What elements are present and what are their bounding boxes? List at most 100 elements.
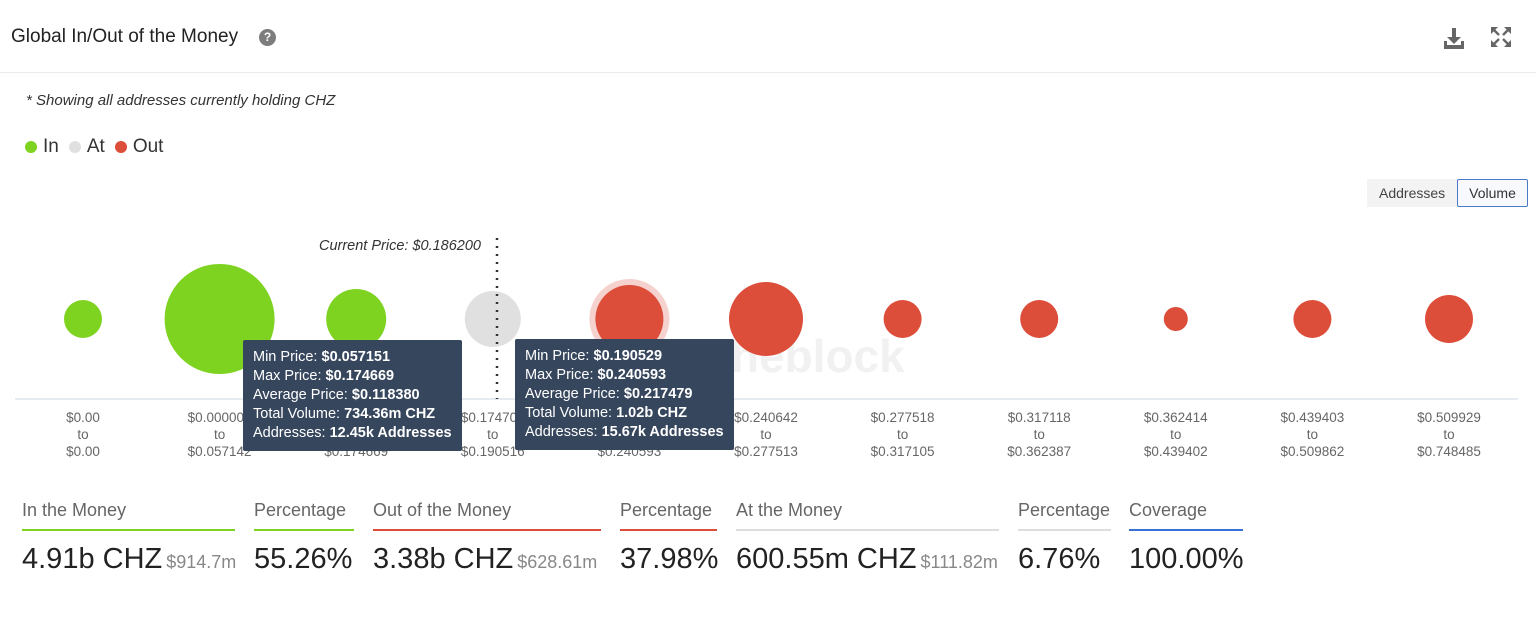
x-tick-label: $0.317105	[871, 444, 935, 459]
expand-icon[interactable]	[1490, 26, 1512, 48]
stat-label: At the Money	[736, 500, 999, 531]
x-tick-label: $0.174700	[461, 410, 525, 425]
x-tick-label: to	[897, 427, 908, 442]
bubble-out[interactable]	[729, 282, 803, 356]
bubble-out[interactable]	[1293, 300, 1332, 338]
x-tick-label: to	[760, 427, 771, 442]
x-tick-label: $0.509862	[1280, 444, 1344, 459]
legend-item-at[interactable]: At	[68, 136, 105, 158]
tooltip-vol-value: 1.02b CHZ	[616, 405, 688, 421]
stat-label: In the Money	[22, 500, 235, 531]
stat-label: Percentage	[254, 500, 354, 531]
stat-label: Out of the Money	[373, 500, 601, 531]
stat-main-value: 37.98%	[620, 543, 719, 575]
x-tick-label: $0.362387	[1007, 444, 1071, 459]
stat-usd-value: $628.61m	[517, 552, 598, 572]
tooltip-addr-value: 15.67k Addresses	[601, 424, 724, 440]
volume-button[interactable]: Volume	[1457, 179, 1528, 207]
metric-toggle: Addresses Volume	[1367, 179, 1528, 207]
stat-main-value: 600.55m CHZ	[736, 543, 917, 575]
stat-value: 3.38b CHZ $628.61m	[373, 543, 601, 576]
tooltip-min-value: $0.190529	[593, 348, 663, 364]
x-tick-label: to	[1443, 427, 1454, 442]
tooltip-vol-value: 734.36m CHZ	[344, 406, 436, 422]
legend-label-in: In	[43, 136, 59, 157]
tooltip-avg-label: Average Price:	[253, 387, 348, 403]
stat-in-the-money: In the Money 4.91b CHZ $914.7m	[22, 500, 237, 576]
x-tick-label: $0.277513	[734, 444, 798, 459]
bubble-out[interactable]	[1163, 307, 1188, 331]
addresses-button[interactable]: Addresses	[1367, 179, 1458, 207]
x-tick-label: $0.190516	[461, 444, 525, 459]
bubble-out[interactable]	[1425, 295, 1473, 343]
stat-at-percentage: Percentage 6.76%	[1018, 500, 1111, 576]
tooltip-bucket-5: Min Price: $0.190529 Max Price: $0.24059…	[515, 339, 734, 450]
stat-value: 600.55m CHZ $111.82m	[736, 543, 999, 576]
x-tick-label: to	[1170, 427, 1181, 442]
tooltip-min-label: Min Price:	[253, 349, 318, 365]
stat-out-of-the-money: Out of the Money 3.38b CHZ $628.61m	[373, 500, 601, 576]
stat-usd-value: $111.82m	[920, 552, 998, 572]
tooltip-vol-label: Total Volume:	[525, 405, 613, 421]
tooltip-min-value: $0.057151	[321, 349, 391, 365]
x-tick-label: $0.748485	[1417, 444, 1481, 459]
stat-main-value: 3.38b CHZ	[373, 543, 514, 575]
x-tick-label: $0.057142	[188, 444, 252, 459]
stat-value: 4.91b CHZ $914.7m	[22, 543, 237, 576]
bubble-out[interactable]	[1020, 300, 1059, 338]
bubble-chart: intotheblock$0.00to$0.00$0.000001to$0.05…	[15, 238, 1518, 459]
bubble-out[interactable]	[883, 300, 922, 338]
tooltip-max-value: $0.240593	[597, 367, 667, 383]
stat-main-value: 6.76%	[1018, 543, 1101, 575]
page-title: Global In/Out of the Money	[11, 26, 239, 47]
legend-label-at: At	[86, 136, 105, 157]
x-tick-label: $0.00	[66, 410, 100, 425]
bubble-in[interactable]	[64, 300, 102, 338]
stat-in-percentage: Percentage 55.26%	[254, 500, 354, 576]
x-tick-label: $0.240642	[734, 410, 798, 425]
tooltip-avg-value: $0.118380	[351, 387, 420, 403]
stat-label: Percentage	[1018, 500, 1111, 531]
question-circle-icon[interactable]: ?	[259, 29, 276, 46]
x-tick-label: $0.509929	[1417, 410, 1481, 425]
stat-main-value: 4.91b CHZ	[22, 543, 163, 575]
tooltip-vol-label: Total Volume:	[253, 406, 341, 422]
download-icon[interactable]	[1442, 26, 1466, 50]
x-tick-label: $0.00	[66, 444, 100, 459]
x-tick-label: to	[1034, 427, 1045, 442]
legend-label-out: Out	[132, 136, 164, 157]
legend-dot-in	[25, 141, 37, 153]
tooltip-avg-label: Average Price:	[525, 386, 620, 402]
current-price-label: Current Price: $0.186200	[319, 238, 481, 254]
chart-header: Global In/Out of the Money ?	[0, 0, 1536, 73]
tooltip-bucket-3: Min Price: $0.057151 Max Price: $0.17466…	[243, 340, 462, 451]
legend-item-out[interactable]: Out	[114, 136, 164, 158]
stat-label: Coverage	[1129, 500, 1243, 531]
bubble-at[interactable]	[464, 291, 521, 347]
stat-out-percentage: Percentage 37.98%	[620, 500, 719, 576]
stat-coverage: Coverage 100.00%	[1129, 500, 1244, 576]
x-tick-label: to	[487, 427, 498, 442]
holders-note: * Showing all addresses currently holdin…	[26, 92, 336, 109]
bubble-in[interactable]	[326, 289, 387, 349]
x-tick-label: $0.362414	[1144, 410, 1208, 425]
x-tick-label: to	[1307, 427, 1318, 442]
legend-dot-at	[68, 141, 81, 153]
legend-dot-out	[114, 141, 127, 153]
chart-legend: In At Out	[25, 136, 173, 158]
tooltip-max-label: Max Price:	[525, 367, 594, 383]
stat-usd-value: $914.7m	[166, 552, 237, 572]
stat-label: Percentage	[620, 500, 717, 531]
x-tick-label: $0.439403	[1280, 410, 1344, 425]
tooltip-addr-label: Addresses:	[253, 425, 326, 441]
stat-main-value: 100.00%	[1129, 543, 1244, 575]
tooltip-addr-label: Addresses:	[525, 424, 598, 440]
legend-item-in[interactable]: In	[25, 136, 59, 158]
tooltip-min-label: Min Price:	[525, 348, 590, 364]
bubble-out[interactable]	[595, 285, 664, 353]
x-tick-label: $0.439402	[1144, 444, 1208, 459]
stat-at-the-money: At the Money 600.55m CHZ $111.82m	[736, 500, 999, 576]
tooltip-addr-value: 12.45k Addresses	[329, 425, 452, 441]
tooltip-avg-value: $0.217479	[623, 386, 693, 402]
x-tick-label: to	[77, 427, 88, 442]
